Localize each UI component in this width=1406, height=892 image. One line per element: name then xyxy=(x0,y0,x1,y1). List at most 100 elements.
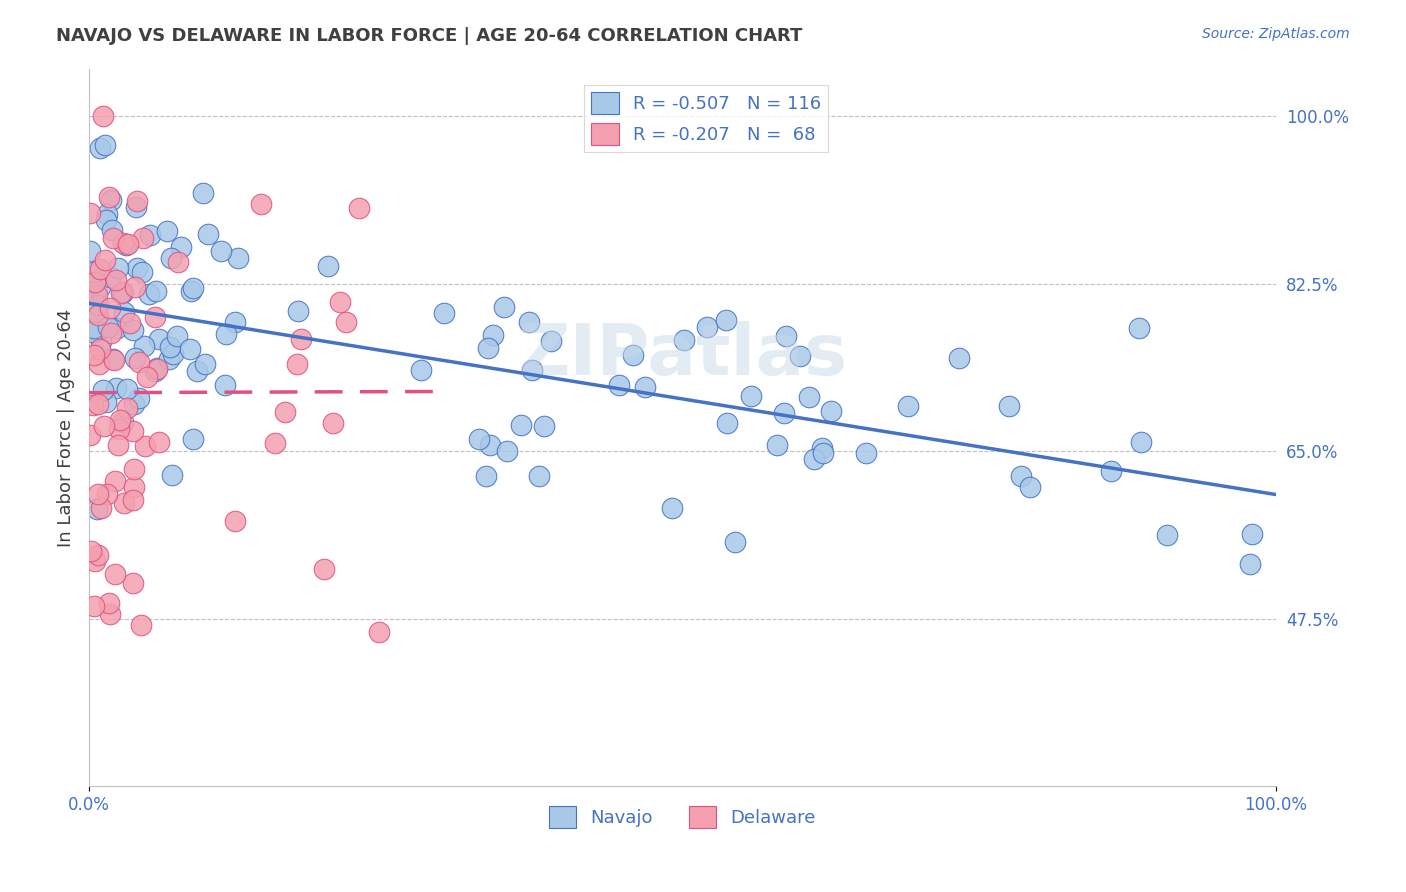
Delaware xyxy=(87,487,110,501)
Navajo xyxy=(1128,321,1150,335)
Navajo xyxy=(527,468,550,483)
Navajo xyxy=(83,265,105,279)
Y-axis label: In Labor Force | Age 20-64: In Labor Force | Age 20-64 xyxy=(58,309,75,547)
Delaware xyxy=(91,109,114,123)
Navajo xyxy=(477,342,499,356)
Delaware xyxy=(329,294,352,309)
Delaware xyxy=(274,405,297,419)
Navajo xyxy=(79,244,101,259)
Delaware xyxy=(84,553,107,567)
Navajo xyxy=(89,141,111,155)
Navajo xyxy=(143,364,166,378)
Navajo xyxy=(1099,464,1122,478)
Delaware xyxy=(104,474,127,488)
Navajo xyxy=(90,334,112,349)
Navajo xyxy=(215,326,238,341)
Navajo xyxy=(160,468,183,483)
Navajo xyxy=(540,334,562,349)
Delaware xyxy=(135,370,157,384)
Navajo xyxy=(86,501,108,516)
Delaware xyxy=(322,417,344,431)
Delaware xyxy=(132,231,155,245)
Navajo xyxy=(714,313,737,327)
Navajo xyxy=(112,304,135,318)
Navajo xyxy=(197,227,219,242)
Delaware xyxy=(117,236,139,251)
Navajo xyxy=(634,380,657,394)
Delaware xyxy=(368,625,391,640)
Navajo xyxy=(1239,557,1261,571)
Delaware xyxy=(103,353,125,368)
Navajo xyxy=(1241,526,1264,541)
Navajo xyxy=(226,251,249,265)
Navajo xyxy=(94,394,117,409)
Navajo xyxy=(775,329,797,343)
Navajo xyxy=(87,323,110,337)
Delaware xyxy=(128,354,150,368)
Navajo xyxy=(145,284,167,298)
Delaware xyxy=(83,599,105,613)
Navajo xyxy=(82,325,104,339)
Delaware xyxy=(111,235,134,250)
Navajo xyxy=(125,261,148,276)
Navajo xyxy=(115,382,138,396)
Navajo xyxy=(479,438,502,452)
Navajo xyxy=(124,351,146,365)
Navajo xyxy=(91,383,114,397)
Delaware xyxy=(121,424,143,438)
Navajo xyxy=(166,329,188,343)
Text: ZIPatlas: ZIPatlas xyxy=(517,321,848,390)
Navajo xyxy=(170,240,193,254)
Delaware xyxy=(120,316,142,330)
Navajo xyxy=(811,446,834,460)
Delaware xyxy=(80,544,103,558)
Navajo xyxy=(740,389,762,403)
Delaware xyxy=(93,418,115,433)
Navajo xyxy=(101,352,124,367)
Navajo xyxy=(214,378,236,392)
Navajo xyxy=(820,404,842,418)
Delaware xyxy=(79,428,101,442)
Navajo xyxy=(98,269,121,284)
Navajo xyxy=(83,305,105,319)
Navajo xyxy=(157,352,180,367)
Delaware xyxy=(87,308,110,322)
Delaware xyxy=(250,197,273,211)
Navajo xyxy=(696,319,718,334)
Navajo xyxy=(496,444,519,458)
Navajo xyxy=(799,390,821,404)
Delaware xyxy=(79,206,101,220)
Navajo xyxy=(433,306,456,320)
Navajo xyxy=(112,285,135,300)
Navajo xyxy=(96,207,118,221)
Delaware xyxy=(84,275,107,289)
Delaware xyxy=(89,342,111,356)
Navajo xyxy=(661,501,683,516)
Navajo xyxy=(186,364,208,378)
Delaware xyxy=(347,201,370,215)
Navajo xyxy=(179,342,201,356)
Navajo xyxy=(159,251,181,265)
Delaware xyxy=(122,576,145,591)
Delaware xyxy=(98,607,121,621)
Navajo xyxy=(83,321,105,335)
Navajo xyxy=(533,419,555,434)
Text: Source: ZipAtlas.com: Source: ZipAtlas.com xyxy=(1202,27,1350,41)
Delaware xyxy=(86,288,108,302)
Navajo xyxy=(772,406,794,420)
Navajo xyxy=(107,261,129,276)
Navajo xyxy=(475,468,498,483)
Navajo xyxy=(97,319,120,334)
Navajo xyxy=(855,446,877,460)
Delaware xyxy=(110,285,132,300)
Navajo xyxy=(287,303,309,318)
Delaware xyxy=(124,480,146,494)
Navajo xyxy=(194,357,217,371)
Navajo xyxy=(716,416,738,430)
Text: NAVAJO VS DELAWARE IN LABOR FORCE | AGE 20-64 CORRELATION CHART: NAVAJO VS DELAWARE IN LABOR FORCE | AGE … xyxy=(56,27,803,45)
Navajo xyxy=(520,363,543,377)
Delaware xyxy=(127,194,149,208)
Delaware xyxy=(314,562,336,576)
Navajo xyxy=(86,298,108,312)
Navajo xyxy=(139,227,162,242)
